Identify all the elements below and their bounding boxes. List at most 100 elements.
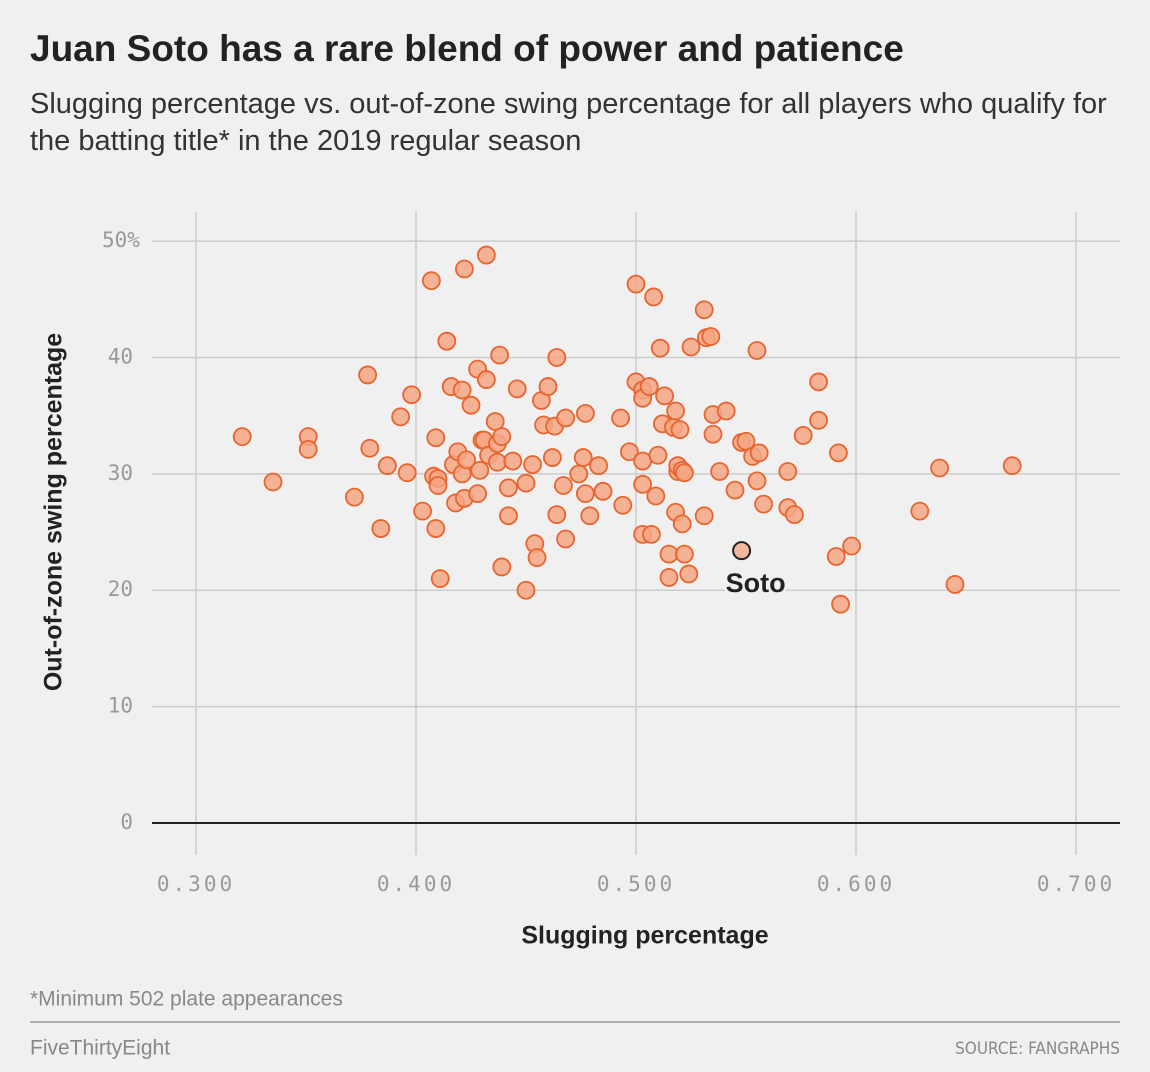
point <box>556 408 575 428</box>
point <box>487 452 507 472</box>
point <box>611 408 630 428</box>
chart-title: Juan Soto has a rare blend of power and … <box>30 28 904 69</box>
x-tick-label: 0.600 <box>817 872 895 896</box>
point <box>809 372 828 392</box>
point <box>492 427 512 447</box>
point <box>391 407 411 427</box>
point <box>675 544 694 564</box>
point <box>650 338 670 358</box>
point <box>573 448 593 467</box>
point <box>476 370 496 389</box>
point <box>681 337 701 357</box>
point <box>576 484 595 504</box>
point <box>428 476 448 495</box>
x-tick-label: 0.400 <box>377 872 455 896</box>
point <box>626 274 646 294</box>
point <box>701 327 721 346</box>
point <box>371 519 391 538</box>
point <box>642 524 661 544</box>
point <box>679 564 699 584</box>
point <box>716 401 736 421</box>
point <box>910 501 930 521</box>
point <box>659 568 679 587</box>
point <box>538 377 558 396</box>
point <box>397 463 417 483</box>
y-tick-label: 40 <box>108 344 133 368</box>
point <box>672 514 692 534</box>
point <box>666 401 685 421</box>
point <box>725 480 745 500</box>
x-tick-label: 0.500 <box>597 872 675 896</box>
point <box>710 462 729 481</box>
point <box>593 481 613 501</box>
source: SOURCE: FANGRAPHS <box>955 1039 1120 1059</box>
point <box>703 424 723 444</box>
point <box>580 506 600 526</box>
point <box>263 472 283 492</box>
point <box>298 440 318 459</box>
y-tick-label: 50% <box>102 228 140 252</box>
point <box>589 456 608 476</box>
point <box>778 462 798 481</box>
point <box>826 547 846 566</box>
point <box>620 442 639 462</box>
x-tick-label: 0.700 <box>1037 872 1115 896</box>
point <box>785 505 804 524</box>
point <box>402 385 422 405</box>
point <box>421 271 441 291</box>
point <box>569 464 589 484</box>
highlight-label: Soto <box>726 568 786 598</box>
point <box>426 519 446 538</box>
point <box>344 487 364 507</box>
point <box>523 455 542 474</box>
point <box>793 426 813 445</box>
point <box>670 420 690 440</box>
point <box>644 287 663 307</box>
point <box>633 474 652 494</box>
point <box>554 476 573 495</box>
point <box>694 506 714 526</box>
point <box>809 410 828 430</box>
point <box>232 427 252 447</box>
point <box>470 460 490 480</box>
point <box>507 379 527 399</box>
point <box>747 471 767 491</box>
point <box>490 345 510 365</box>
point <box>646 486 666 506</box>
highlight-point <box>732 541 752 561</box>
point <box>527 548 547 568</box>
point <box>613 495 633 515</box>
y-tick-label: 30 <box>108 461 133 485</box>
y-axis-label: Out-of-zone swing percentage <box>40 333 68 691</box>
point <box>454 259 474 279</box>
point <box>547 348 567 367</box>
point <box>945 575 965 594</box>
x-tick-label: 0.300 <box>157 872 235 896</box>
point <box>476 245 496 265</box>
chart-subtitle: Slugging percentage vs. out-of-zone swin… <box>30 88 1107 157</box>
point <box>468 484 488 504</box>
point <box>377 456 397 476</box>
y-tick-label: 10 <box>108 694 133 718</box>
point <box>457 450 477 470</box>
point <box>516 580 536 600</box>
point <box>556 529 575 549</box>
point <box>358 365 378 385</box>
point <box>639 377 659 396</box>
point <box>648 445 668 465</box>
point <box>633 451 652 471</box>
point <box>576 403 595 423</box>
brand: FiveThirtyEight <box>30 1037 170 1060</box>
point <box>547 505 567 524</box>
point <box>461 395 481 415</box>
point <box>754 494 773 514</box>
point <box>426 428 446 448</box>
point <box>747 341 767 360</box>
point <box>655 386 674 406</box>
point <box>503 451 523 471</box>
point <box>498 506 518 526</box>
point <box>413 501 433 521</box>
point <box>516 473 536 493</box>
